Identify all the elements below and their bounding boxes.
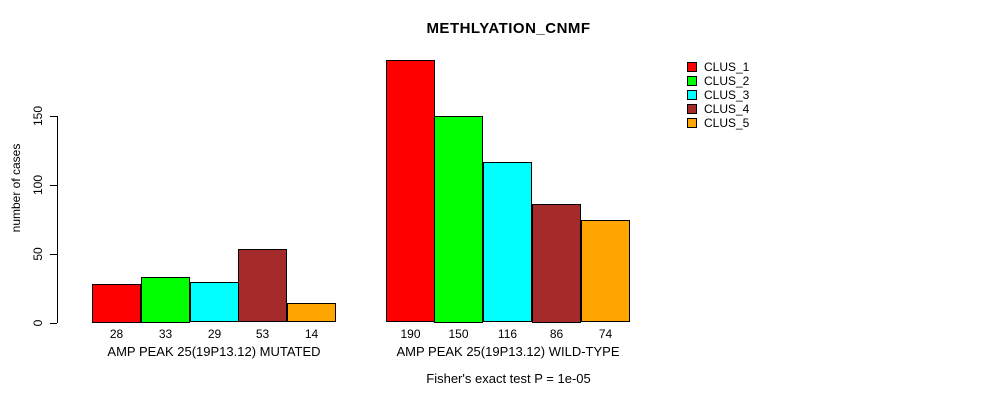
- legend-label: CLUS_4: [704, 102, 750, 116]
- legend-row-clus_3: CLUS_3: [687, 88, 749, 102]
- bar-value-label: 150: [448, 327, 469, 341]
- y-tick-label: 100: [31, 174, 45, 195]
- bar-value-label: 14: [304, 327, 319, 341]
- legend-row-clus_2: CLUS_2: [687, 74, 749, 88]
- bar-value-label: 29: [207, 327, 222, 341]
- y-tick: [50, 322, 57, 324]
- group-label: AMP PEAK 25(19P13.12) MUTATED: [107, 344, 321, 359]
- legend-swatch-clus_3: [687, 90, 697, 100]
- bar-value-label: 116: [497, 327, 518, 341]
- legend-row-clus_5: CLUS_5: [687, 116, 749, 130]
- bar-value-label: 28: [109, 327, 124, 341]
- bar-clus_2-group1: [141, 277, 190, 323]
- y-tick-label: 0: [31, 319, 45, 326]
- legend: CLUS_1 CLUS_2 CLUS_3 CLUS_4 CLUS_5: [687, 60, 749, 130]
- legend-swatch-clus_4: [687, 104, 697, 114]
- y-tick: [50, 115, 57, 117]
- legend-swatch-clus_1: [687, 62, 697, 72]
- legend-label: CLUS_2: [704, 74, 750, 88]
- y-axis-line: [57, 115, 58, 323]
- y-tick-label: 150: [31, 105, 45, 126]
- bar-clus_4-group2: [532, 204, 581, 323]
- bar-clus_5-group1: [287, 303, 336, 322]
- chart-title: METHLYATION_CNMF: [426, 20, 591, 37]
- y-axis-label: number of cases: [9, 143, 23, 233]
- legend-label: CLUS_5: [704, 116, 750, 130]
- y-tick-label: 50: [31, 246, 45, 261]
- legend-swatch-clus_2: [687, 76, 697, 86]
- group-label: AMP PEAK 25(19P13.12) WILD-TYPE: [396, 344, 620, 359]
- bar-value-label: 86: [549, 327, 564, 341]
- bar-clus_4-group1: [238, 249, 287, 322]
- bar-value-label: 74: [598, 327, 613, 341]
- legend-label: CLUS_3: [704, 88, 750, 102]
- bar-clus_3-group2: [483, 162, 532, 322]
- legend-row-clus_1: CLUS_1: [687, 60, 749, 74]
- bar-value-label: 33: [158, 327, 173, 341]
- bar-clus_1-group1: [92, 284, 141, 323]
- bar-clus_1-group2: [386, 60, 435, 322]
- bar-value-label: 53: [255, 327, 270, 341]
- bar-clus_2-group2: [434, 116, 483, 323]
- legend-row-clus_4: CLUS_4: [687, 102, 749, 116]
- bar-clus_5-group2: [581, 220, 630, 322]
- fisher-test-note: Fisher's exact test P = 1e-05: [426, 371, 591, 386]
- y-tick: [50, 253, 57, 255]
- legend-swatch-clus_5: [687, 118, 697, 128]
- bar-value-label: 190: [400, 327, 421, 341]
- bar-clus_3-group1: [190, 282, 239, 322]
- legend-label: CLUS_1: [704, 60, 750, 74]
- y-tick: [50, 184, 57, 186]
